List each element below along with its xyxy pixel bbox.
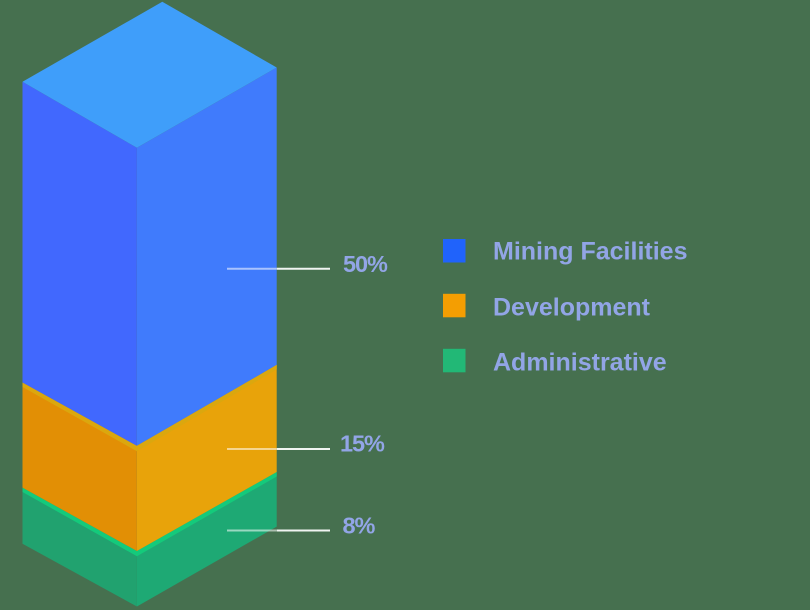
svg-text:Mining Facilities: Mining Facilities: [493, 237, 687, 265]
svg-text:Development: Development: [493, 293, 651, 321]
svg-text:Administrative: Administrative: [493, 348, 667, 376]
svg-text:50%: 50%: [343, 251, 388, 277]
svg-text:15%: 15%: [340, 430, 385, 456]
svg-text:8%: 8%: [343, 513, 376, 539]
